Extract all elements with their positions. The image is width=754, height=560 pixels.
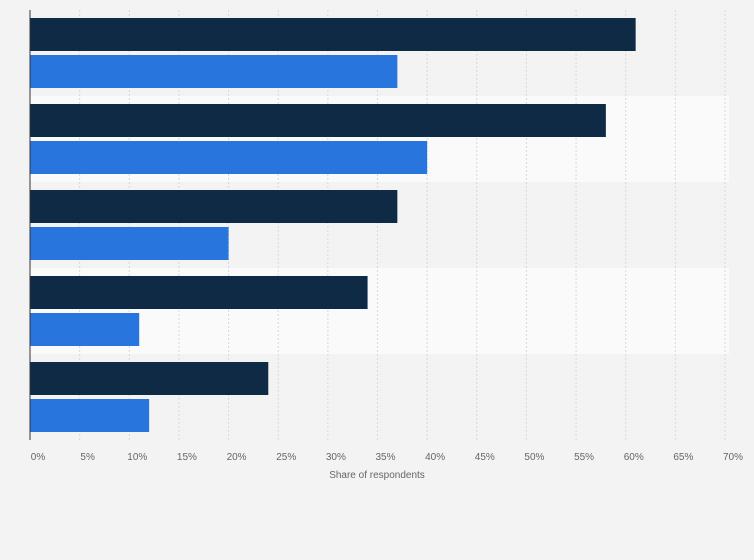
x-axis-label: Share of respondents — [329, 470, 425, 481]
x-tick-label: 30% — [326, 452, 346, 463]
x-tick-label: 10% — [127, 452, 147, 463]
x-tick-label: 40% — [425, 452, 445, 463]
x-tick-label: 50% — [524, 452, 544, 463]
x-tick-label: 65% — [673, 452, 693, 463]
bar-series-2-group-2[interactable] — [30, 141, 428, 174]
bar-series-1-group-1[interactable] — [30, 18, 636, 51]
x-tick-label: 60% — [624, 452, 644, 463]
x-tick-label: 15% — [177, 452, 197, 463]
x-tick-label: 25% — [276, 452, 296, 463]
bar-series-1-group-3[interactable] — [30, 190, 398, 223]
x-tick-label: 0% — [31, 452, 46, 463]
bar-series-2-group-4[interactable] — [30, 313, 140, 346]
bar-series-1-group-4[interactable] — [30, 276, 368, 309]
x-tick-label: 55% — [574, 452, 594, 463]
x-tick-label: 70% — [723, 452, 743, 463]
x-tick-label: 35% — [375, 452, 395, 463]
x-tick-label: 20% — [227, 452, 247, 463]
bar-series-1-group-2[interactable] — [30, 104, 606, 137]
bar-series-2-group-5[interactable] — [30, 399, 150, 432]
bar-series-2-group-3[interactable] — [30, 227, 229, 260]
x-axis-ticks: 0% 5% 10% 15% 20% 25% 30% 35% 40% 45% 50% 55% 60% 65%… — [31, 452, 743, 463]
bars — [30, 18, 636, 432]
x-tick-label: 45% — [475, 452, 495, 463]
x-tick-label: 5% — [80, 452, 95, 463]
bar-series-1-group-5[interactable] — [30, 362, 269, 395]
bar-series-2-group-1[interactable] — [30, 55, 398, 88]
